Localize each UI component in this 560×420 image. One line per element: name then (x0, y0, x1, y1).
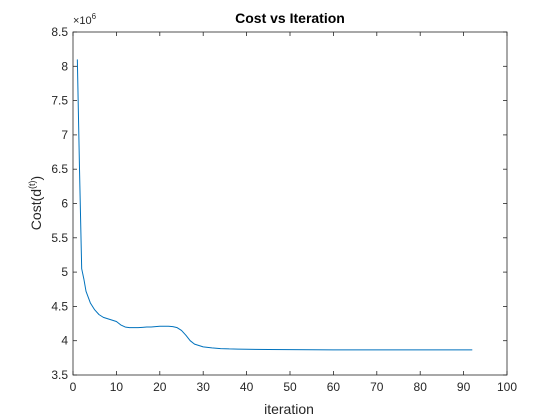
y-multiplier-label: ×106 (73, 12, 97, 27)
y-axis-label-close: ) (28, 176, 44, 181)
y-axis-label: Cost(d(t)) (27, 176, 44, 230)
axes-box (72, 31, 508, 376)
y-multiplier-prefix: ×10 (73, 15, 92, 27)
x-tick-label: 30 (197, 380, 211, 394)
y-axis-label-main: Cost(d (28, 189, 44, 230)
y-tick-label: 4 (61, 334, 68, 348)
x-tick-label: 100 (497, 380, 517, 394)
y-tick-label: 7.5 (51, 94, 68, 108)
x-tick-label: 90 (457, 380, 471, 394)
plot-area (73, 32, 507, 375)
y-tick-label: 5.5 (51, 231, 68, 245)
y-tick-label: 8 (61, 59, 68, 73)
y-tick-label: 8.5 (51, 25, 68, 39)
y-tick-label: 5 (61, 265, 68, 279)
chart-title: Cost vs Iteration (235, 10, 345, 26)
x-tick-label: 60 (327, 380, 341, 394)
y-tick-label: 3.5 (51, 368, 68, 382)
x-tick-label: 70 (370, 380, 384, 394)
y-tick-label: 6 (61, 197, 68, 211)
x-tick-label: 0 (70, 380, 77, 394)
y-axis-label-superscript: (t) (27, 180, 37, 189)
y-tick-label: 7 (61, 128, 68, 142)
y-multiplier-exponent: 6 (92, 12, 97, 21)
x-tick-label: 10 (110, 380, 124, 394)
x-axis-label: iteration (264, 401, 314, 417)
y-tick-label: 6.5 (51, 162, 68, 176)
x-tick-label: 50 (283, 380, 297, 394)
cost-series-line (76, 59, 473, 351)
y-tick-label: 4.5 (51, 299, 68, 313)
x-tick-label: 80 (414, 380, 428, 394)
x-tick-label: 40 (240, 380, 254, 394)
x-tick-label: 20 (153, 380, 167, 394)
